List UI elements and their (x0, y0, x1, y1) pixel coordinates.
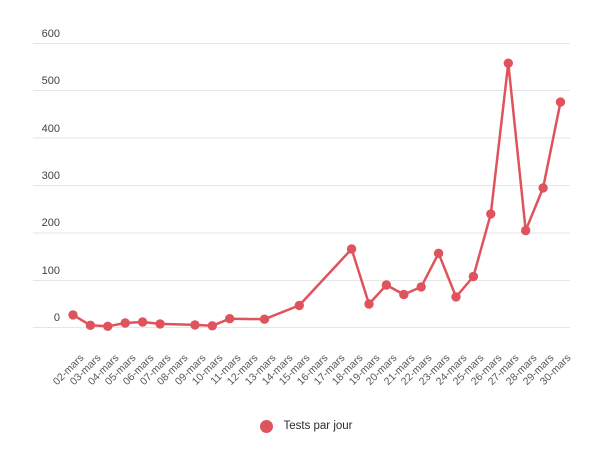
data-point[interactable] (486, 209, 496, 219)
y-axis-tick-label: 100 (41, 264, 60, 277)
y-axis-tick-label: 400 (41, 122, 60, 135)
data-point[interactable] (538, 183, 548, 193)
series-line (71, 61, 562, 328)
data-point[interactable] (155, 319, 165, 329)
data-point[interactable] (555, 97, 566, 107)
data-point[interactable] (364, 299, 374, 309)
data-point[interactable] (120, 318, 130, 328)
data-point[interactable] (503, 58, 513, 68)
data-point[interactable] (521, 225, 531, 236)
y-axis-tick-label: 0 (53, 312, 60, 325)
data-point[interactable] (346, 244, 357, 254)
legend[interactable]: Tests par jour (0, 418, 613, 434)
data-point[interactable] (68, 310, 78, 320)
y-axis-tick-label: 600 (41, 27, 60, 40)
data-point[interactable] (468, 271, 479, 282)
y-axis-tick-label: 500 (41, 75, 60, 88)
data-point[interactable] (207, 321, 217, 331)
data-point[interactable] (225, 314, 235, 324)
data-point[interactable] (137, 317, 148, 327)
y-axis-tick-label: 200 (41, 217, 60, 230)
data-point[interactable] (259, 314, 270, 324)
legend-series-label: Tests par jour (283, 420, 353, 432)
data-point[interactable] (416, 282, 426, 292)
legend-series-dot-icon (260, 419, 274, 433)
data-point[interactable] (190, 320, 200, 330)
data-point[interactable] (381, 280, 392, 290)
data-point[interactable] (451, 292, 461, 302)
y-axis-tick-label: 300 (41, 170, 60, 182)
data-point[interactable] (399, 289, 409, 300)
data-point[interactable] (433, 248, 444, 258)
data-point[interactable] (103, 321, 113, 331)
data-point[interactable] (294, 300, 304, 311)
data-point[interactable] (85, 320, 96, 330)
